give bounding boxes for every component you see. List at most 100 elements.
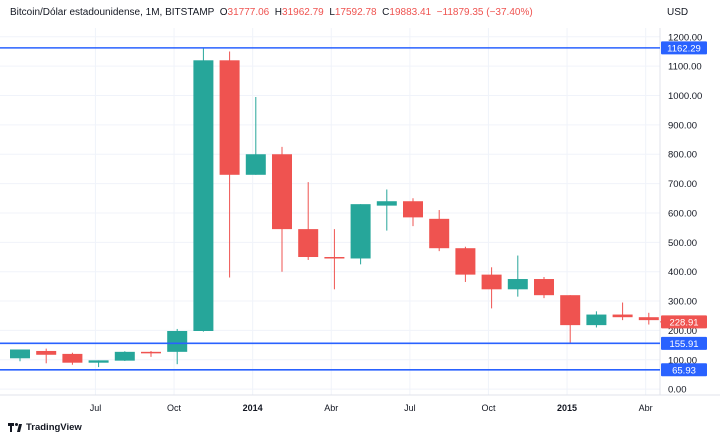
candle [245, 96, 266, 175]
currency-label[interactable]: USD [667, 7, 689, 18]
candle [114, 351, 135, 361]
candle-body [403, 201, 423, 218]
candle [403, 198, 423, 227]
price-axis[interactable]: 0.00 100.00 200.00 300.00 400.00 500.00 600.00… [668, 32, 702, 395]
candle [324, 229, 345, 290]
grid [0, 28, 660, 395]
candle-body [429, 218, 450, 249]
last-price-text: 228.91 [669, 317, 698, 328]
candle-body [612, 314, 633, 318]
legend-header: Bitcoin/Dólar estadounidense, 1M, BITSTA… [10, 7, 533, 18]
candle [10, 349, 30, 362]
candle [507, 255, 528, 297]
candle [376, 189, 397, 231]
candle-body [193, 60, 214, 331]
change-value: −11879.35 (−37.40%) [436, 7, 533, 18]
candle-body [350, 204, 371, 259]
candle-body [219, 60, 240, 175]
candle [272, 146, 292, 272]
candle [219, 51, 240, 278]
y-tick-label: 0.00 [668, 385, 687, 396]
level-price-text: 1162.29 [667, 43, 701, 54]
candle [141, 350, 161, 357]
candle [350, 204, 371, 265]
candle [481, 267, 502, 309]
candle [36, 348, 57, 364]
high-value: 31962.79 [282, 7, 324, 18]
candle [429, 210, 450, 252]
y-tick-label: 700.00 [668, 179, 697, 190]
brand-label: TradingView [26, 422, 82, 433]
candle-body [586, 314, 607, 326]
candle-body [36, 350, 57, 355]
low-label: L [329, 7, 335, 18]
candle-body [560, 295, 581, 326]
candle-body [245, 154, 266, 175]
candle [298, 182, 319, 260]
candle-body [272, 154, 292, 230]
last-price-bg [661, 315, 707, 329]
candle-body [481, 274, 502, 290]
candle [638, 312, 659, 325]
level-price-text: 65.93 [672, 365, 696, 376]
level-lines[interactable] [0, 47, 685, 371]
low-value: 17592.78 [334, 7, 377, 18]
candle-body [88, 360, 109, 363]
candle-body [455, 248, 476, 275]
high-label: H [274, 7, 283, 18]
y-tick-label: 300.00 [668, 297, 697, 308]
candle-body [167, 330, 188, 352]
candle [455, 246, 476, 282]
open-label: O [219, 7, 228, 18]
y-tick-label: 200.00 [668, 326, 697, 337]
candle-body [10, 349, 30, 359]
close-label: C [382, 7, 390, 18]
price-labels: 1162.29 155.91 65.93 228.91 [661, 41, 707, 377]
x-tick-label: Jul [404, 403, 416, 413]
x-tick-label: Abr [324, 403, 338, 413]
candle-body [507, 279, 528, 290]
x-tick-label: Jul [90, 403, 102, 413]
y-tick-label: 800.00 [668, 150, 697, 161]
x-tick-label: Oct [167, 403, 182, 413]
tradingview-brand[interactable]: TradingView [8, 422, 82, 433]
y-tick-label: 1100.00 [668, 62, 702, 73]
tradingview-logo-icon [8, 423, 22, 432]
level-price-bg [661, 363, 707, 377]
x-tick-label: 2015 [557, 403, 577, 413]
candle-body [638, 317, 659, 321]
candle-body [141, 351, 161, 354]
candles [10, 47, 685, 368]
time-axis[interactable]: Jul Oct 2014 Abr Jul Oct 2015 Abr [90, 403, 653, 413]
candle [62, 352, 83, 365]
x-tick-label: 2014 [243, 403, 263, 413]
candle-body [534, 279, 554, 296]
y-tick-label: 1000.00 [668, 91, 702, 102]
candle [88, 360, 109, 368]
candle [612, 302, 633, 321]
candle [560, 295, 581, 344]
candle-body [298, 229, 319, 258]
candle [534, 276, 554, 299]
close-value: 19883.41 [389, 7, 432, 18]
y-tick-label: 900.00 [668, 120, 697, 131]
candle-body [62, 353, 83, 363]
candle [586, 311, 607, 328]
y-tick-label: 500.00 [668, 238, 697, 249]
x-tick-label: Abr [639, 403, 653, 413]
symbol-title[interactable]: Bitcoin/Dólar estadounidense, 1M, BITSTA… [10, 7, 215, 18]
y-tick-label: 100.00 [668, 355, 697, 366]
candle-body [324, 257, 345, 259]
candle-body [114, 351, 135, 361]
y-tick-label: 1200.00 [668, 32, 702, 43]
y-tick-label: 600.00 [668, 208, 697, 219]
candle-body [376, 201, 397, 206]
open-value: 31777.06 [227, 7, 270, 18]
candle [167, 328, 188, 365]
level-price-text: 155.91 [669, 339, 698, 350]
level-price-bg [661, 336, 707, 350]
x-tick-label: Oct [481, 403, 496, 413]
level-price-bg [661, 41, 707, 55]
candle [193, 47, 214, 332]
